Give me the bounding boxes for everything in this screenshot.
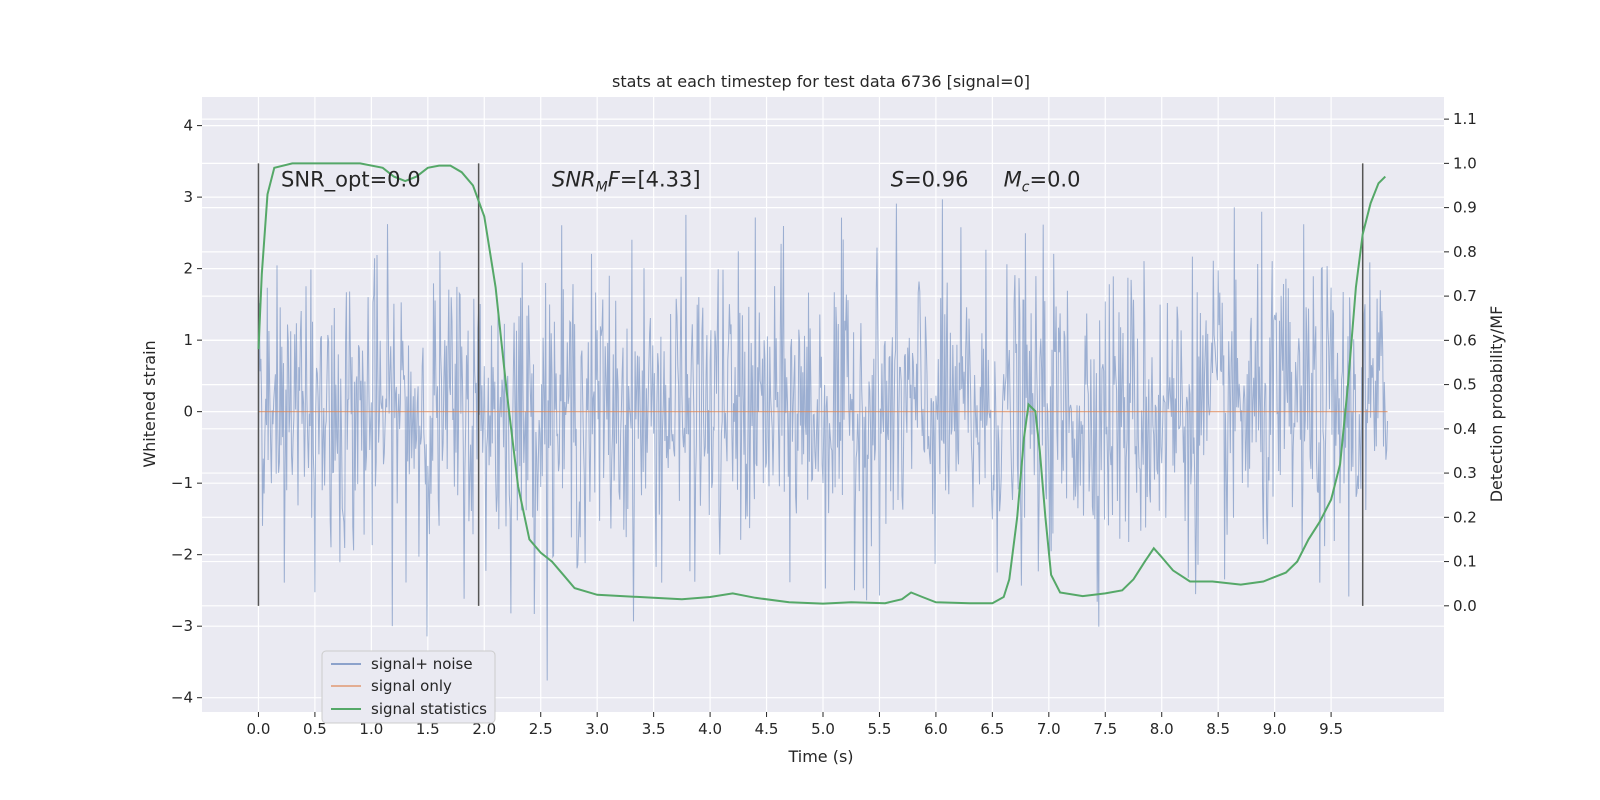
x-tick-label: 9.5	[1319, 720, 1343, 738]
x-axis: 0.0 0.5 1.0 1.5 2.0 2.5 3.0 3.5 4.0 4.5 5.0 5.5 6.0 6…	[247, 712, 1343, 738]
x-tick-label: 1.5	[416, 720, 440, 738]
annotations: SNR_opt=0.0 SNRMF=[4.33] S=0.96 Mc=0.0	[281, 167, 1080, 195]
legend-label-signal: signal only	[371, 677, 452, 695]
x-tick-label: 7.5	[1093, 720, 1117, 738]
chart-title: stats at each timestep for test data 673…	[612, 72, 1030, 91]
y-right-tick-label: 0.2	[1453, 508, 1477, 526]
x-tick-label: 6.0	[924, 720, 948, 738]
noise-series-layer	[258, 199, 1388, 681]
y-tick-label: 2	[183, 260, 193, 278]
annotation: SNR_opt=0.0	[281, 167, 421, 192]
y-tick-label: 3	[183, 188, 193, 206]
x-tick-label: 2.0	[472, 720, 496, 738]
y-axis-right: 0.0 0.1 0.2 0.3 0.4 0.5 0.6 0.7 0.8 0.9 1.0 1.1	[1444, 110, 1477, 615]
y-tick-label: 4	[183, 117, 193, 135]
x-tick-label: 8.0	[1150, 720, 1174, 738]
x-tick-label: 8.5	[1206, 720, 1230, 738]
y-tick-label: 0	[183, 403, 193, 421]
x-tick-label: 2.5	[529, 720, 553, 738]
annotation: S=0.96	[891, 167, 969, 191]
y-tick-label: −1	[171, 474, 193, 492]
x-tick-label: 4.5	[755, 720, 779, 738]
y-tick-label: −2	[171, 546, 193, 564]
y-right-tick-label: 0.3	[1453, 464, 1477, 482]
x-tick-label: 5.0	[811, 720, 835, 738]
series-signal-noise-line	[258, 199, 1388, 681]
x-tick-label: 3.0	[585, 720, 609, 738]
x-tick-label: 4.0	[698, 720, 722, 738]
x-axis-label: Time (s)	[787, 747, 853, 766]
legend: signal+ noise signal only signal statist…	[321, 650, 496, 724]
x-tick-label: 3.5	[642, 720, 666, 738]
x-tick-label: 5.5	[868, 720, 892, 738]
y-right-tick-label: 0.1	[1453, 553, 1477, 571]
y-right-tick-label: 0.9	[1453, 199, 1477, 217]
annotation: SNRMF=[4.33]	[552, 167, 701, 195]
y-right-tick-label: 0.7	[1453, 287, 1477, 305]
legend-label-stats: signal statistics	[371, 700, 487, 718]
y-right-tick-label: 1.1	[1453, 110, 1477, 128]
annotation: Mc=0.0	[1004, 167, 1081, 195]
y-right-tick-label: 1.0	[1453, 154, 1477, 172]
legend-box	[321, 650, 496, 724]
y-right-tick-label: 0.0	[1453, 597, 1477, 615]
y-right-tick-label: 0.5	[1453, 376, 1477, 394]
series-signal-statistics-line	[257, 162, 1387, 605]
y-tick-label: −4	[171, 689, 193, 707]
x-tick-label: 7.0	[1037, 720, 1061, 738]
x-tick-label: 0.5	[303, 720, 327, 738]
x-tick-label: 6.5	[980, 720, 1004, 738]
legend-label-noise: signal+ noise	[371, 655, 473, 673]
y-axis-label: Whitened strain	[140, 340, 159, 467]
y-axis-right-label: Detection probability/MF	[1487, 306, 1506, 503]
x-tick-label: 1.0	[359, 720, 383, 738]
x-tick-label: 9.0	[1263, 720, 1287, 738]
y-axis-left: −4 −3 −2 −1 0 1 2 3 4	[171, 117, 202, 707]
y-right-tick-label: 0.8	[1453, 243, 1477, 261]
y-right-tick-label: 0.6	[1453, 331, 1477, 349]
y-right-tick-label: 0.4	[1453, 420, 1477, 438]
x-tick-label: 0.0	[247, 720, 271, 738]
signal-statistics-layer	[257, 162, 1387, 605]
y-tick-label: −3	[171, 617, 193, 635]
y-tick-label: 1	[183, 331, 193, 349]
